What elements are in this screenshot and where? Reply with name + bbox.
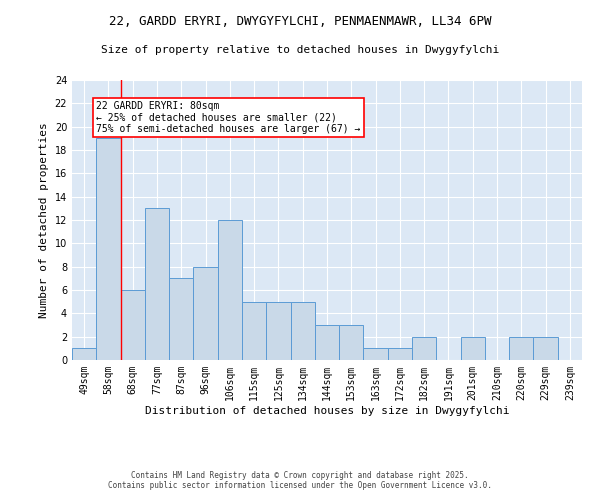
Bar (242, 302, 266, 360)
Bar (290, 302, 315, 360)
Text: 22, GARDD ERYRI, DWYGYFYLCHI, PENMAENMAWR, LL34 6PW: 22, GARDD ERYRI, DWYGYFYLCHI, PENMAENMAW… (109, 15, 491, 28)
Bar (339, 325, 364, 360)
Bar (72, 348, 96, 360)
Bar (218, 220, 242, 360)
Y-axis label: Number of detached properties: Number of detached properties (39, 122, 49, 318)
Bar (509, 336, 533, 360)
Bar (388, 348, 412, 360)
Bar (193, 266, 218, 360)
Bar (412, 336, 436, 360)
Bar (533, 336, 558, 360)
X-axis label: Distribution of detached houses by size in Dwygyfylchi: Distribution of detached houses by size … (145, 406, 509, 415)
Text: Contains HM Land Registry data © Crown copyright and database right 2025.
Contai: Contains HM Land Registry data © Crown c… (108, 470, 492, 490)
Bar (121, 290, 145, 360)
Bar (145, 208, 169, 360)
Bar (364, 348, 388, 360)
Bar (315, 325, 339, 360)
Text: Size of property relative to detached houses in Dwygyfylchi: Size of property relative to detached ho… (101, 45, 499, 55)
Bar (96, 138, 121, 360)
Text: 22 GARDD ERYRI: 80sqm
← 25% of detached houses are smaller (22)
75% of semi-deta: 22 GARDD ERYRI: 80sqm ← 25% of detached … (96, 101, 361, 134)
Bar (169, 278, 193, 360)
Bar (461, 336, 485, 360)
Bar (266, 302, 290, 360)
